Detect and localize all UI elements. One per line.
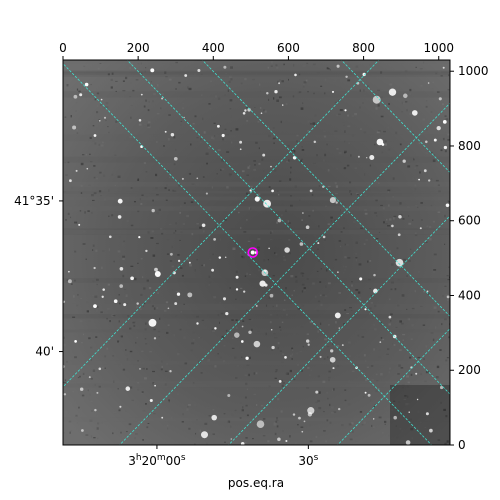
top-pixel-axis: 0 200 400 600 800 1000 — [59, 41, 454, 60]
top-tick-label: 1000 — [423, 41, 454, 55]
top-tick-label: 0 — [59, 41, 67, 55]
ra-tick-label: 30s — [298, 453, 318, 468]
grid-line — [228, 215, 450, 445]
marker-ring — [247, 247, 259, 258]
ra-tick-label: 3h20m00s — [128, 453, 186, 468]
grid-line — [126, 60, 450, 395]
top-tick-label: 400 — [202, 41, 225, 55]
right-tick-label: 800 — [458, 139, 481, 153]
top-tick-label: 200 — [127, 41, 150, 55]
ra-axis: 3h20m00s 30s — [128, 445, 319, 468]
dec-tick-label: 41°35' — [14, 194, 54, 208]
right-tick-label: 600 — [458, 214, 481, 228]
grid-line — [119, 102, 450, 445]
grid-line — [63, 63, 433, 445]
x-axis-label: pos.eq.ra — [228, 476, 284, 490]
sky-image — [63, 60, 450, 445]
top-tick-label: 800 — [352, 41, 375, 55]
marker-core — [250, 250, 255, 255]
coordinate-grid — [63, 60, 450, 445]
right-pixel-axis: 0 200 400 600 800 1000 — [450, 64, 489, 452]
axes-frame — [62, 59, 451, 446]
dec-axis: 41°35' 40' — [14, 194, 63, 359]
grid-line — [201, 60, 450, 317]
target-marker — [247, 247, 259, 258]
dec-tick-label: 40' — [35, 345, 54, 359]
right-tick-label: 0 — [458, 438, 466, 452]
right-tick-label: 200 — [458, 363, 481, 377]
right-tick-label: 400 — [458, 288, 481, 302]
top-tick-label: 600 — [277, 41, 300, 55]
grid-line — [63, 60, 380, 388]
right-tick-label: 1000 — [458, 64, 489, 78]
